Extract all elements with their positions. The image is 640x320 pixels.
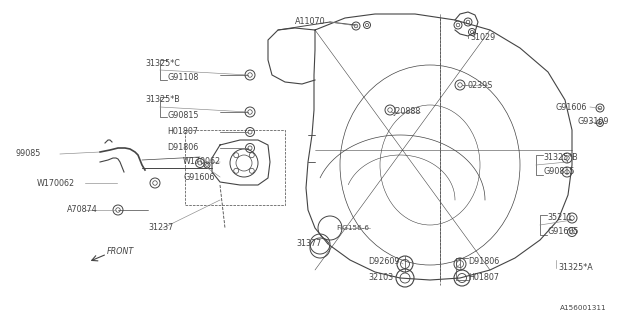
Text: 31325*A: 31325*A: [558, 263, 593, 273]
Text: G93109: G93109: [578, 117, 609, 126]
Text: W170062: W170062: [37, 179, 75, 188]
Text: 32103: 32103: [368, 274, 393, 283]
Text: 31237: 31237: [148, 223, 173, 233]
Text: 31029: 31029: [470, 34, 495, 43]
Text: 31325*B: 31325*B: [543, 154, 578, 163]
Text: 35211: 35211: [547, 213, 572, 222]
Text: G90815: G90815: [543, 167, 575, 177]
Text: 0239S: 0239S: [467, 81, 492, 90]
Text: D91806: D91806: [167, 142, 198, 151]
Text: 31325*C: 31325*C: [145, 59, 180, 68]
Text: G91108: G91108: [167, 74, 198, 83]
Text: J20888: J20888: [393, 108, 420, 116]
Text: FRONT: FRONT: [107, 247, 134, 257]
Text: D92609: D92609: [368, 258, 399, 267]
Bar: [185, 130, 285, 205]
Text: FIG156-6: FIG156-6: [336, 225, 369, 231]
Text: A156001311: A156001311: [560, 305, 607, 311]
Text: H01807: H01807: [468, 274, 499, 283]
Text: G90815: G90815: [167, 110, 198, 119]
Text: W170062: W170062: [183, 157, 221, 166]
Text: D91806: D91806: [468, 257, 499, 266]
Text: 99085: 99085: [15, 149, 40, 158]
Text: A70874: A70874: [67, 205, 98, 214]
Text: 31377: 31377: [296, 239, 321, 249]
Text: A11070: A11070: [295, 18, 326, 27]
Text: H01807: H01807: [167, 127, 198, 137]
Text: G91605: G91605: [547, 228, 579, 236]
Text: G91606: G91606: [183, 172, 214, 181]
Text: G91606: G91606: [556, 102, 588, 111]
Text: 31325*B: 31325*B: [145, 95, 180, 105]
